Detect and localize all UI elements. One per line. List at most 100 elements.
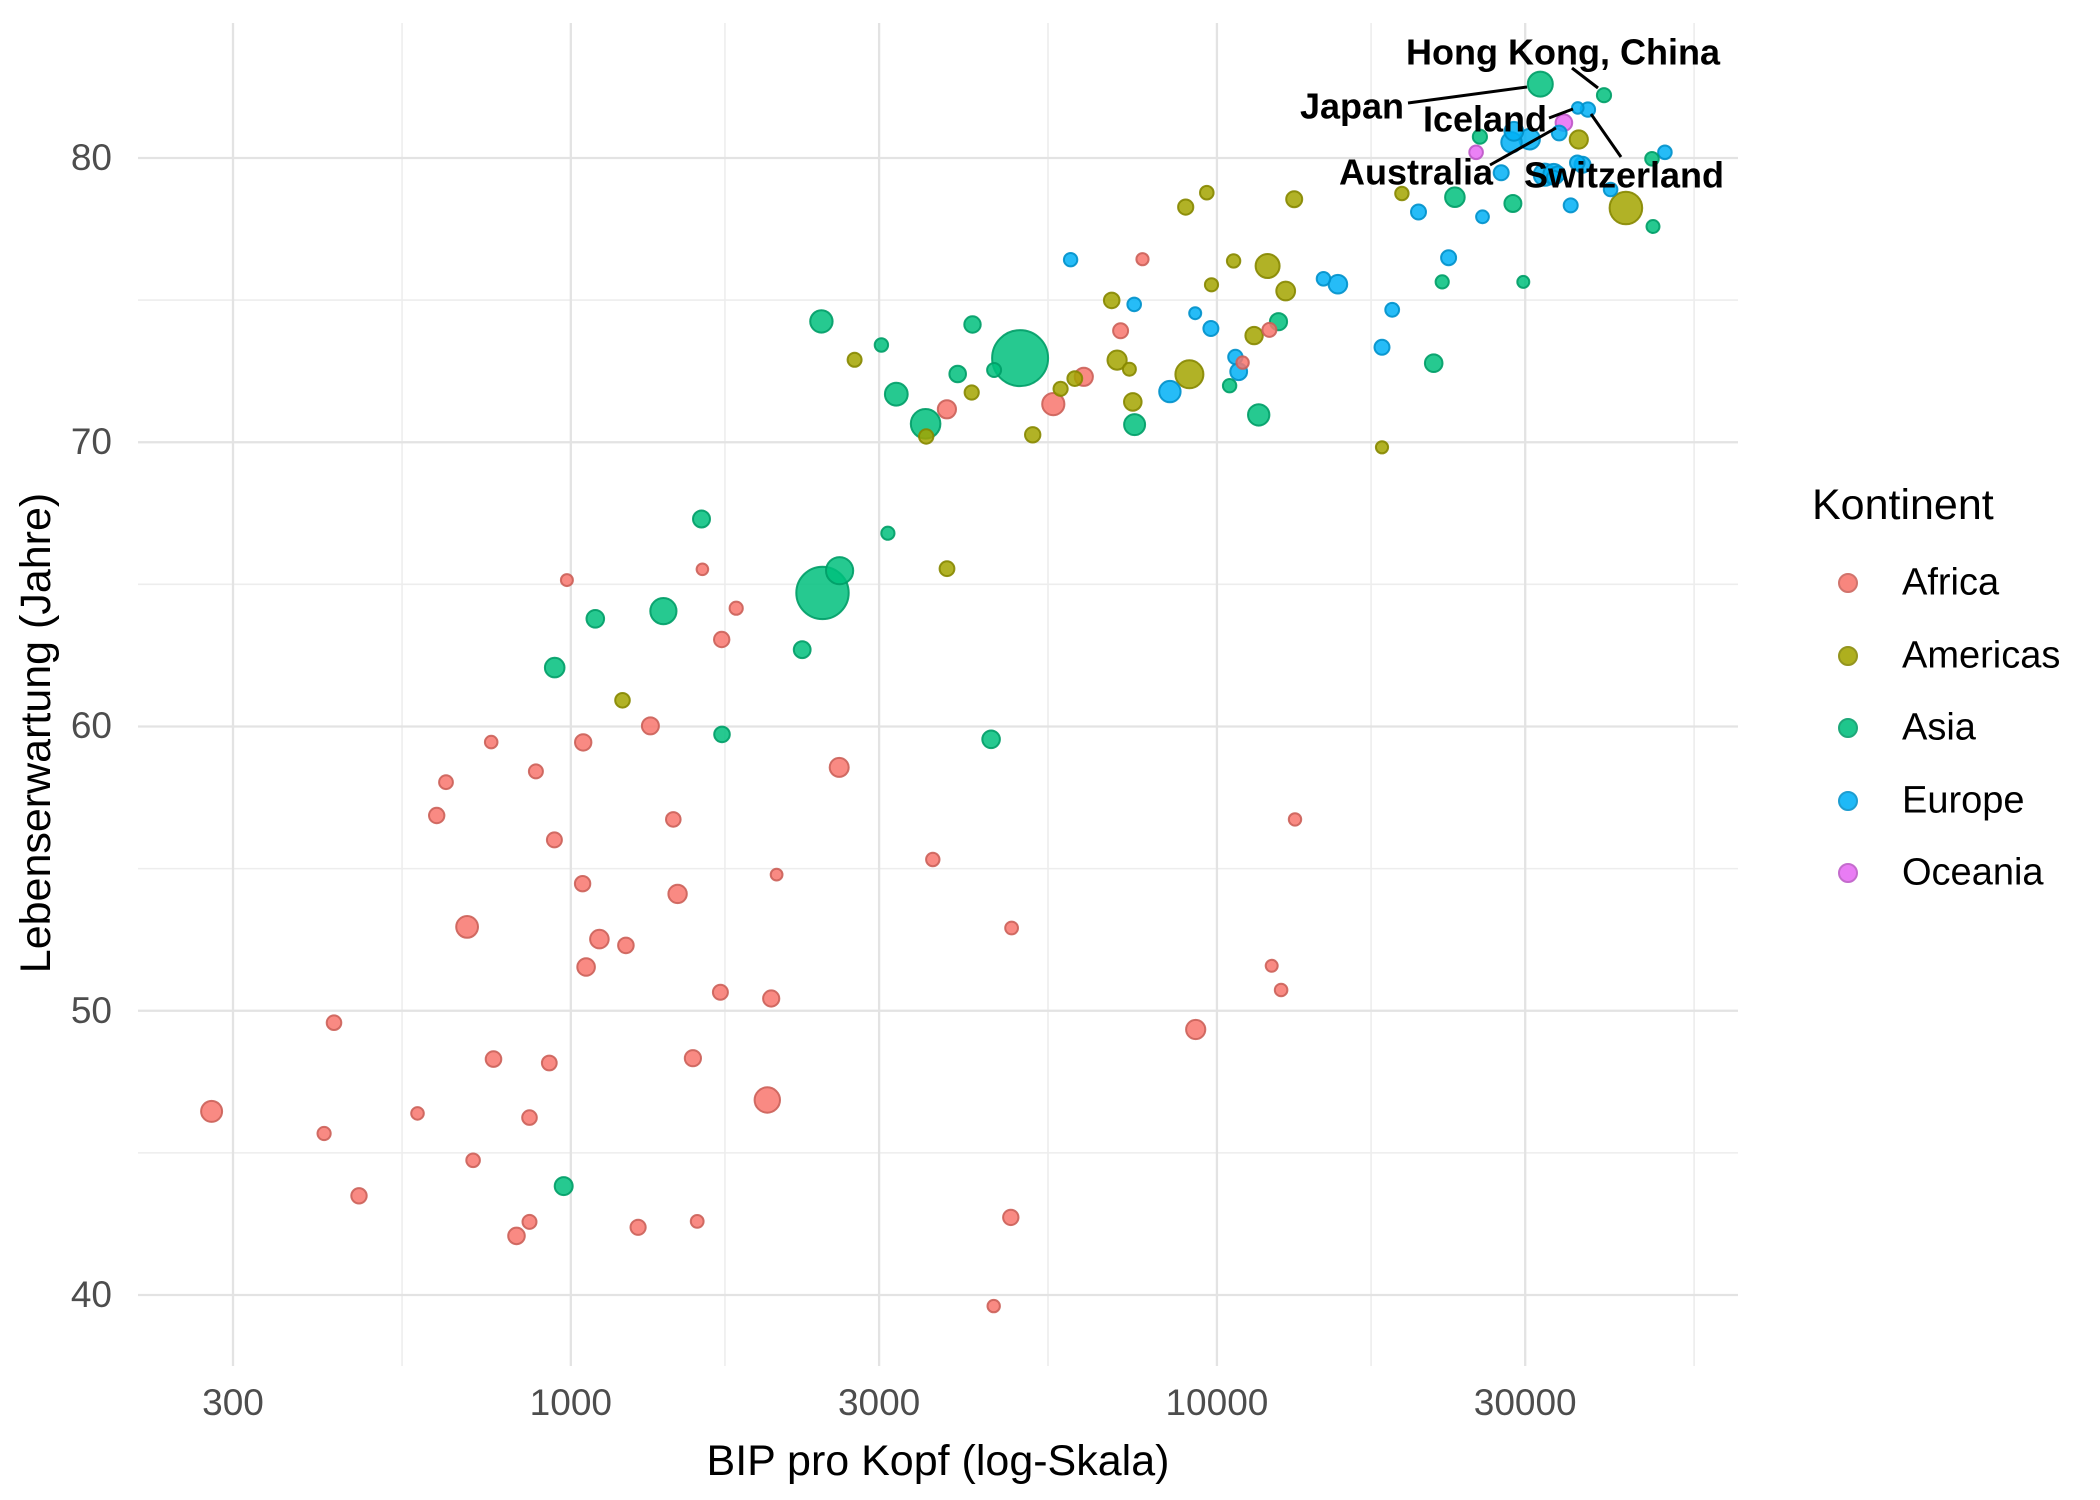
data-point[interactable] — [1595, 87, 1613, 104]
data-point[interactable] — [1004, 920, 1019, 936]
data-point[interactable] — [948, 364, 968, 384]
data-point[interactable] — [1199, 184, 1215, 201]
data-point[interactable] — [1444, 186, 1466, 208]
data-point[interactable] — [585, 609, 606, 629]
data-point[interactable] — [713, 725, 731, 744]
data-point[interactable] — [614, 692, 631, 709]
data-point[interactable] — [963, 384, 980, 401]
data-point[interactable] — [1410, 203, 1427, 221]
data-point[interactable] — [507, 1226, 526, 1246]
data-point[interactable] — [1102, 291, 1121, 310]
data-point[interactable] — [1384, 301, 1401, 318]
data-point[interactable] — [1608, 190, 1644, 226]
data-point[interactable] — [1062, 252, 1079, 268]
data-point[interactable] — [925, 851, 941, 868]
data-point[interactable] — [589, 928, 610, 950]
data-point[interactable] — [1225, 253, 1242, 269]
data-point[interactable] — [545, 831, 563, 849]
data-point[interactable] — [1275, 280, 1297, 302]
data-point[interactable] — [325, 1014, 343, 1032]
data-point[interactable] — [1516, 274, 1531, 289]
data-point[interactable] — [963, 315, 982, 334]
data-point[interactable] — [1185, 1018, 1207, 1041]
data-point[interactable] — [1645, 219, 1661, 234]
data-point[interactable] — [873, 337, 890, 353]
data-point[interactable] — [1106, 349, 1128, 371]
data-point[interactable] — [883, 381, 909, 407]
data-point[interactable] — [1264, 958, 1279, 973]
data-point[interactable] — [200, 1099, 224, 1123]
data-point[interactable] — [574, 733, 593, 752]
data-point[interactable] — [1434, 274, 1450, 290]
data-point[interactable] — [828, 756, 850, 778]
data-point[interactable] — [918, 428, 935, 445]
data-point[interactable] — [1135, 252, 1150, 267]
data-point[interactable] — [576, 957, 596, 977]
data-point[interactable] — [1468, 144, 1484, 161]
data-point[interactable] — [1002, 1208, 1020, 1227]
data-point[interactable] — [1569, 154, 1586, 172]
data-point[interactable] — [649, 597, 678, 626]
data-point[interactable] — [1315, 271, 1332, 287]
data-point[interactable] — [1203, 277, 1220, 293]
data-point[interactable] — [981, 729, 1001, 750]
data-point[interactable] — [1121, 361, 1137, 377]
data-point[interactable] — [410, 1106, 425, 1121]
data-point[interactable] — [1327, 273, 1349, 295]
data-point[interactable] — [1568, 129, 1589, 150]
data-point[interactable] — [629, 1218, 647, 1236]
data-point[interactable] — [1285, 190, 1304, 209]
data-point[interactable] — [1287, 812, 1303, 827]
data-point[interactable] — [1492, 164, 1510, 182]
data-point[interactable] — [1126, 296, 1142, 313]
data-point[interactable] — [1571, 101, 1585, 115]
data-point[interactable] — [1526, 70, 1554, 98]
data-point[interactable] — [1052, 380, 1069, 397]
data-point[interactable] — [728, 600, 744, 616]
data-point[interactable] — [316, 1125, 332, 1142]
data-point[interactable] — [1545, 169, 1562, 186]
data-point[interactable] — [1423, 353, 1444, 374]
data-point[interactable] — [617, 936, 635, 955]
data-point[interactable] — [1657, 144, 1673, 161]
data-point[interactable] — [665, 811, 682, 828]
data-point[interactable] — [1562, 197, 1579, 214]
data-point[interactable] — [438, 774, 454, 791]
data-point[interactable] — [1123, 413, 1147, 437]
data-point[interactable] — [521, 1109, 538, 1126]
data-point[interactable] — [695, 562, 710, 577]
data-point[interactable] — [1503, 120, 1525, 142]
data-point[interactable] — [640, 716, 660, 736]
data-point[interactable] — [1440, 249, 1458, 267]
data-point[interactable] — [521, 1213, 538, 1230]
data-point[interactable] — [1273, 982, 1289, 998]
data-point[interactable] — [1177, 198, 1195, 216]
data-point[interactable] — [667, 883, 688, 905]
data-point[interactable] — [689, 1214, 705, 1229]
data-point[interactable] — [1374, 440, 1390, 455]
data-point[interactable] — [825, 556, 855, 586]
data-point[interactable] — [543, 656, 566, 679]
data-point[interactable] — [540, 1054, 558, 1072]
data-point[interactable] — [1373, 338, 1391, 356]
data-point[interactable] — [880, 525, 896, 541]
data-point[interactable] — [1254, 253, 1281, 279]
data-point[interactable] — [1041, 392, 1066, 417]
data-point[interactable] — [986, 1298, 1001, 1314]
data-point[interactable] — [1112, 322, 1130, 340]
data-point[interactable] — [1471, 128, 1489, 145]
data-point[interactable] — [1602, 181, 1619, 198]
data-point[interactable] — [762, 989, 781, 1008]
data-point[interactable] — [455, 915, 480, 939]
data-point[interactable] — [692, 509, 711, 529]
data-point[interactable] — [986, 362, 1003, 378]
data-point[interactable] — [483, 734, 499, 750]
data-point[interactable] — [683, 1049, 703, 1068]
data-point[interactable] — [1158, 379, 1182, 404]
data-point[interactable] — [484, 1050, 503, 1068]
data-point[interactable] — [711, 983, 729, 1001]
data-point[interactable] — [753, 1086, 781, 1114]
data-point[interactable] — [991, 329, 1050, 388]
data-point[interactable] — [713, 630, 731, 649]
data-point[interactable] — [1235, 355, 1250, 370]
